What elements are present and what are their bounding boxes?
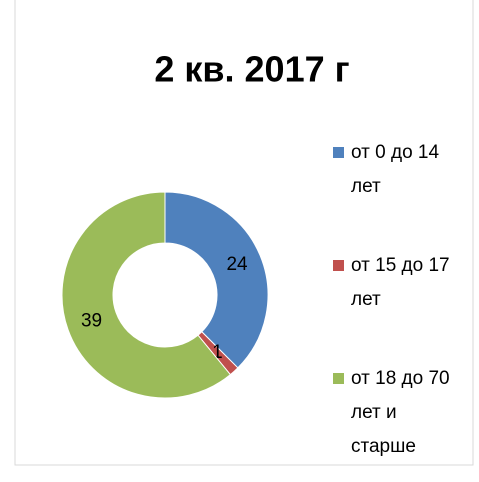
legend-swatch — [333, 147, 344, 158]
legend-label: от 18 до 70 лет и старше — [351, 368, 450, 457]
legend-item: от 18 до 70 лет и старше — [333, 362, 453, 464]
doughnut-segment — [164, 191, 269, 369]
legend-item: от 0 до 14 лет — [333, 136, 453, 204]
legend-label: от 15 до 17 лет — [351, 255, 450, 310]
doughnut-segment — [61, 191, 232, 399]
legend-swatch — [333, 373, 344, 384]
chart-border — [14, 0, 474, 466]
legend-item: от 15 до 17 лет — [333, 249, 453, 317]
data-label: 39 — [81, 310, 102, 331]
legend-swatch — [333, 260, 344, 271]
chart-title: 2 кв. 2017 г — [154, 49, 349, 90]
data-label: 24 — [226, 254, 248, 275]
data-label: 1 — [212, 342, 223, 363]
legend-label: от 0 до 14 лет — [351, 142, 440, 197]
